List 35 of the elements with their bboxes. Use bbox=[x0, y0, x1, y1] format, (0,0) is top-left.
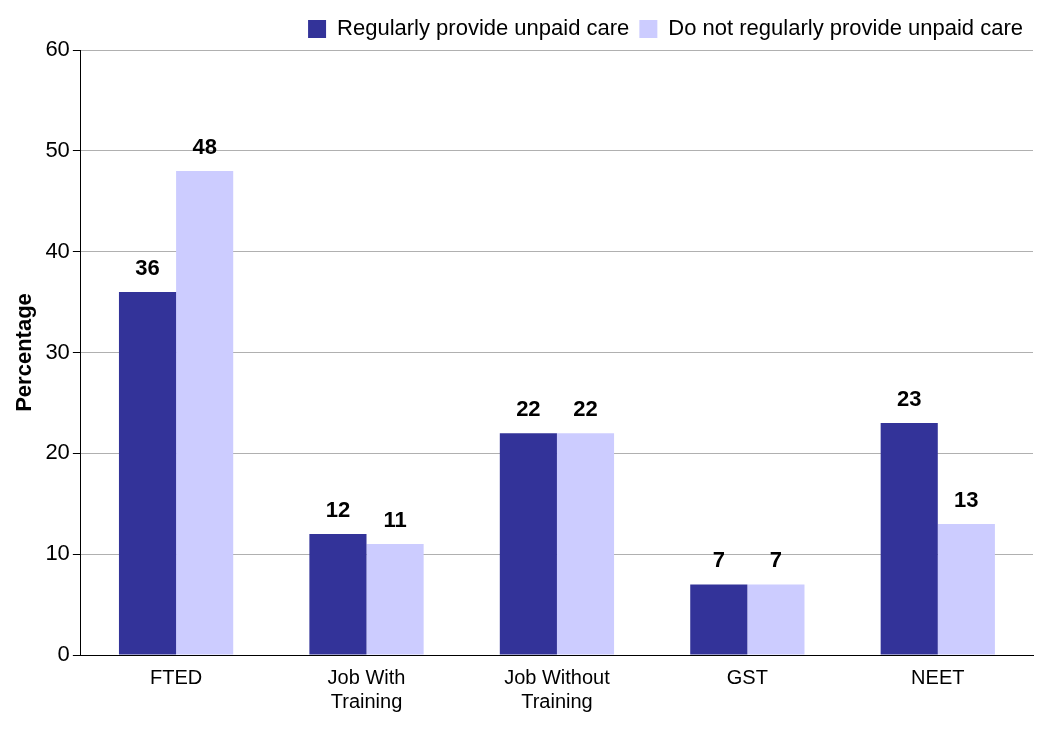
bar bbox=[556, 433, 615, 655]
y-tick-label: 10 bbox=[45, 540, 70, 566]
bar bbox=[747, 584, 805, 655]
y-axis-title: Percentage bbox=[11, 293, 37, 412]
data-label: 22 bbox=[516, 396, 541, 422]
data-label: 36 bbox=[135, 255, 160, 281]
y-tick-label: 60 bbox=[45, 36, 70, 62]
data-label: 48 bbox=[192, 134, 217, 160]
legend-label: Do not regularly provide unpaid care bbox=[668, 15, 1023, 41]
data-label: 23 bbox=[896, 386, 922, 412]
x-tick-label: NEET bbox=[911, 665, 965, 688]
data-label: 12 bbox=[325, 497, 351, 523]
x-tick-label: FTED bbox=[149, 665, 203, 688]
bar bbox=[499, 433, 557, 655]
bar bbox=[366, 544, 424, 655]
x-tick-label: Job Without Training bbox=[504, 665, 611, 712]
data-label: 13 bbox=[954, 486, 979, 512]
y-tick-label: 20 bbox=[45, 439, 70, 465]
data-label: 7 bbox=[769, 547, 783, 573]
bar bbox=[937, 523, 995, 655]
y-tick-label: 0 bbox=[57, 641, 70, 667]
legend-label: Regularly provide unpaid care bbox=[337, 15, 630, 41]
bar bbox=[309, 534, 367, 655]
x-tick-label: Job With Training bbox=[327, 665, 406, 712]
y-tick-label: 30 bbox=[45, 338, 70, 364]
bar bbox=[690, 584, 748, 655]
data-label: 22 bbox=[573, 396, 598, 422]
bar bbox=[176, 171, 234, 655]
bar bbox=[118, 292, 177, 655]
data-label: 7 bbox=[712, 547, 725, 573]
x-tick-label: GST bbox=[726, 665, 768, 688]
y-tick-label: 50 bbox=[45, 136, 70, 162]
bar bbox=[880, 423, 938, 655]
y-tick-label: 40 bbox=[45, 237, 70, 263]
data-label: 11 bbox=[383, 507, 407, 533]
